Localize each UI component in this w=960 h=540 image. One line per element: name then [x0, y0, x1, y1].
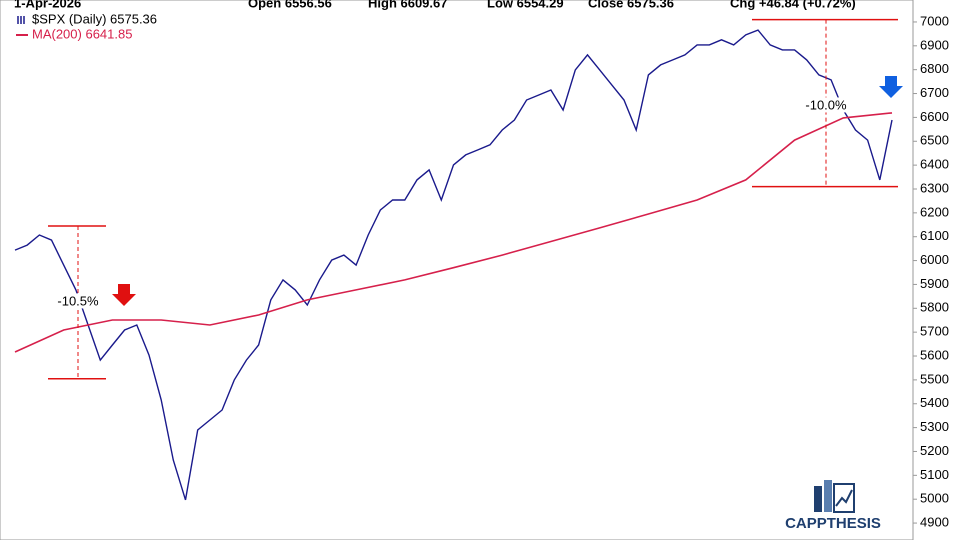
- y-tick-label: 5000: [920, 491, 949, 506]
- y-tick-label: 7000: [920, 13, 949, 28]
- legend-label: $SPX (Daily) 6575.36: [32, 11, 157, 26]
- header-item: Low 6554.29: [487, 0, 564, 10]
- y-tick-label: 5100: [920, 467, 949, 482]
- y-tick-label: 6800: [920, 61, 949, 76]
- y-tick-label: 5800: [920, 300, 949, 315]
- header-item: Close 6575.36: [588, 0, 674, 10]
- header-item: 1-Apr-2026: [14, 0, 81, 10]
- y-tick-label: 6000: [920, 252, 949, 267]
- y-tick-label: 6900: [920, 37, 949, 52]
- y-tick-label: 6700: [920, 85, 949, 100]
- y-tick-label: 6300: [920, 180, 949, 195]
- plot-frame: [0, 0, 914, 540]
- y-tick-label: 5600: [920, 347, 949, 362]
- watermark: CAPPTHESIS: [785, 515, 881, 532]
- y-tick-label: 5700: [920, 324, 949, 339]
- y-tick-label: 4900: [920, 514, 949, 529]
- red-arrow: [112, 284, 136, 306]
- range-label-bg: [55, 293, 102, 309]
- header-item: Chg +46.84 (+0.72%): [730, 0, 856, 10]
- blue-arrow: [879, 76, 903, 98]
- y-tick-label: 5400: [920, 395, 949, 410]
- range-label: -10.5%: [57, 293, 99, 308]
- y-tick-label: 6400: [920, 157, 949, 172]
- header-item: Open 6556.56: [248, 0, 332, 10]
- y-tick-label: 6200: [920, 204, 949, 219]
- series-line: [14, 112, 893, 353]
- y-tick-label: 5900: [920, 276, 949, 291]
- header-item: High 6609.67: [368, 0, 448, 10]
- range-label-bg: [803, 97, 850, 113]
- range-label: -10.0%: [805, 97, 847, 112]
- legend-swatch: [17, 16, 25, 24]
- y-tick-label: 6600: [920, 109, 949, 124]
- logo: CAPPTHESIS: [785, 480, 881, 532]
- y-tick-label: 5300: [920, 419, 949, 434]
- series-line: [14, 29, 893, 501]
- y-tick-label: 6100: [920, 228, 949, 243]
- y-tick-label: 6500: [920, 133, 949, 148]
- y-tick-label: 5200: [920, 443, 949, 458]
- legend-label: MA(200) 6641.85: [32, 26, 132, 41]
- y-tick-label: 5500: [920, 371, 949, 386]
